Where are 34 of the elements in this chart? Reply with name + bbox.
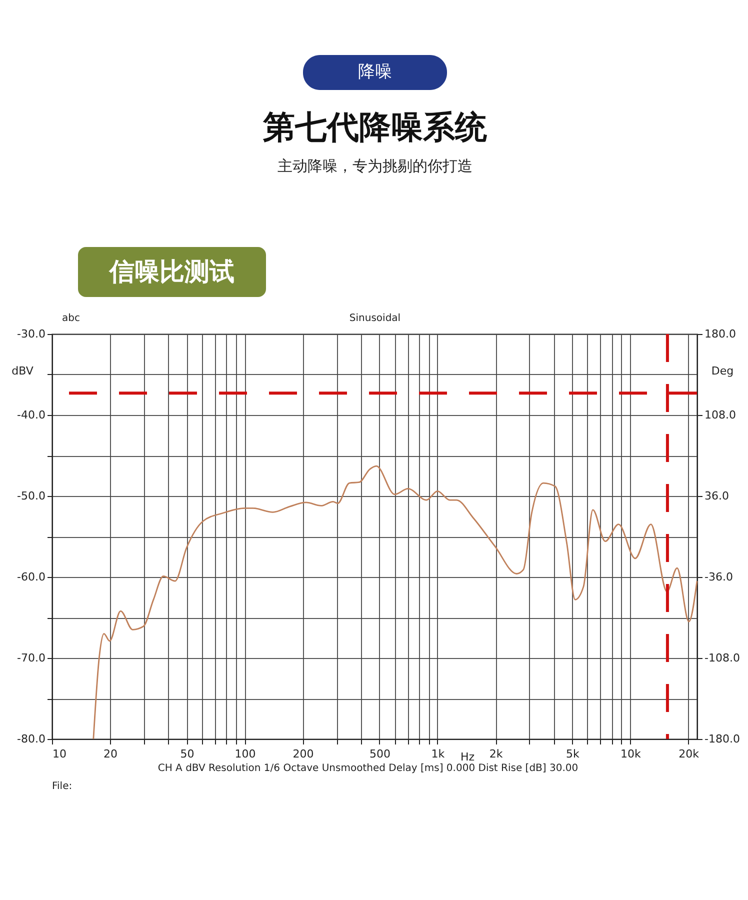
text: File: bbox=[52, 781, 72, 792]
y-tick-label: -50.0 bbox=[17, 490, 46, 502]
x-tick-label: 20 bbox=[104, 748, 118, 760]
text: Sinusoidal bbox=[349, 313, 401, 324]
chart-title: 第七代降噪系统 bbox=[262, 108, 488, 146]
x-tick-label: 2k bbox=[489, 748, 504, 760]
text: 降噪 bbox=[358, 62, 392, 82]
y2-tick-label: 36.0 bbox=[704, 490, 729, 502]
y-tick-label: -30.0 bbox=[17, 328, 46, 340]
y-tick-label: -40.0 bbox=[17, 408, 46, 422]
y-axis-title: dBV bbox=[12, 364, 34, 378]
y-tick-label: -70.0 bbox=[17, 652, 46, 664]
y-tick-label: -80.0 bbox=[17, 732, 46, 746]
x-tick-label: 1k bbox=[431, 748, 446, 760]
x-tick-label: 500 bbox=[369, 748, 390, 760]
y2-tick-label: 108.0 bbox=[704, 408, 736, 422]
text: 信噪比测试 bbox=[108, 257, 234, 286]
x-axis-title: Hz bbox=[460, 750, 475, 764]
y2-tick-label: -180.0 bbox=[704, 732, 740, 746]
x-tick-label: 20k bbox=[678, 748, 700, 760]
text: abc bbox=[62, 313, 80, 324]
x-tick-label: 5k bbox=[566, 748, 580, 760]
x-tick-label: 50 bbox=[180, 748, 194, 760]
chart-subtitle: 主动降噪，专为挑剔的你打造 bbox=[278, 157, 472, 175]
x-tick-label: 10k bbox=[620, 748, 642, 760]
x-tick-label: 200 bbox=[292, 748, 314, 760]
y2-tick-label: -36.0 bbox=[704, 570, 733, 584]
y2-tick-label: 180.0 bbox=[704, 328, 736, 340]
y-tick-label: -60.0 bbox=[17, 570, 46, 584]
x-tick-label: 10 bbox=[52, 748, 66, 760]
y2-tick-label: -108.0 bbox=[704, 652, 740, 664]
x-tick-label: 100 bbox=[234, 748, 256, 760]
text: CH A dBV Resolution 1/6 Octave Unsmoothed Delay [ms] 0.000 Dist Rise [dB] 30.00 bbox=[158, 763, 578, 774]
y2-axis-title: Deg bbox=[711, 364, 734, 378]
